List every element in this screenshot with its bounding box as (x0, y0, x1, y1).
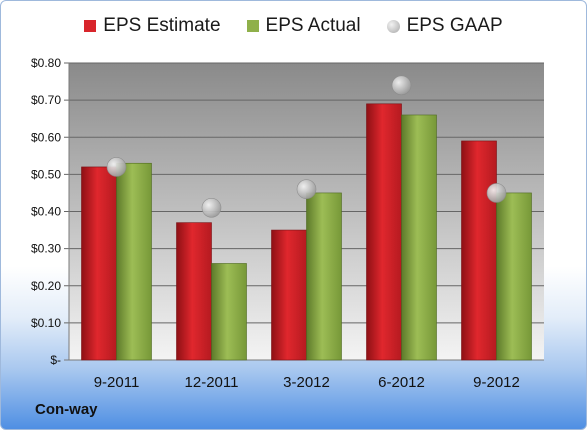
y-tick-label: $0.80 (31, 56, 61, 70)
y-tick-label: $- (50, 353, 61, 367)
bar-eps-actual (306, 192, 342, 361)
bar-eps-estimate (176, 222, 212, 361)
bar-eps-actual (401, 114, 437, 361)
bar-eps-actual (211, 263, 247, 361)
legend-label-estimate: EPS Estimate (103, 15, 221, 36)
y-tick-label: $0.60 (31, 130, 61, 144)
bar-eps-estimate (271, 229, 307, 361)
bar-eps-estimate (81, 166, 117, 361)
legend-label-actual: EPS Actual (265, 15, 361, 36)
legend-item-gaap: EPS GAAP (386, 15, 503, 37)
bar-eps-actual (496, 192, 532, 361)
y-tick-label: $0.40 (31, 205, 61, 219)
legend-swatch-gaap (386, 19, 400, 33)
legend-item-actual: EPS Actual (246, 15, 361, 37)
marker-eps-gaap (391, 75, 412, 96)
x-tick-label: 9-2012 (473, 374, 520, 391)
y-tick-label: $0.10 (31, 316, 61, 330)
x-tick-label: 6-2012 (378, 374, 425, 391)
legend: EPS Estimate EPS Actual EPS GAAP (1, 15, 586, 37)
bar-eps-estimate (461, 140, 497, 361)
x-tick-label: 3-2012 (283, 374, 330, 391)
marker-eps-gaap (296, 179, 317, 200)
legend-label-gaap: EPS GAAP (406, 15, 503, 36)
bar-eps-actual (116, 162, 152, 361)
legend-item-estimate: EPS Estimate (84, 15, 221, 37)
y-tick-label: $0.50 (31, 167, 61, 181)
x-tick-label: 12-2011 (185, 374, 239, 391)
legend-swatch-actual (246, 20, 259, 32)
marker-eps-gaap (486, 183, 507, 203)
x-tick-label: 9-2011 (94, 374, 140, 391)
y-tick-label: $0.20 (31, 279, 61, 293)
marker-eps-gaap (106, 157, 127, 177)
y-tick-label: $0.70 (31, 93, 61, 107)
y-tick-label: $0.30 (31, 242, 61, 256)
legend-swatch-estimate (84, 20, 97, 32)
bar-eps-estimate (366, 103, 402, 361)
marker-eps-gaap (201, 197, 222, 218)
company-name: Con-way (35, 401, 98, 418)
